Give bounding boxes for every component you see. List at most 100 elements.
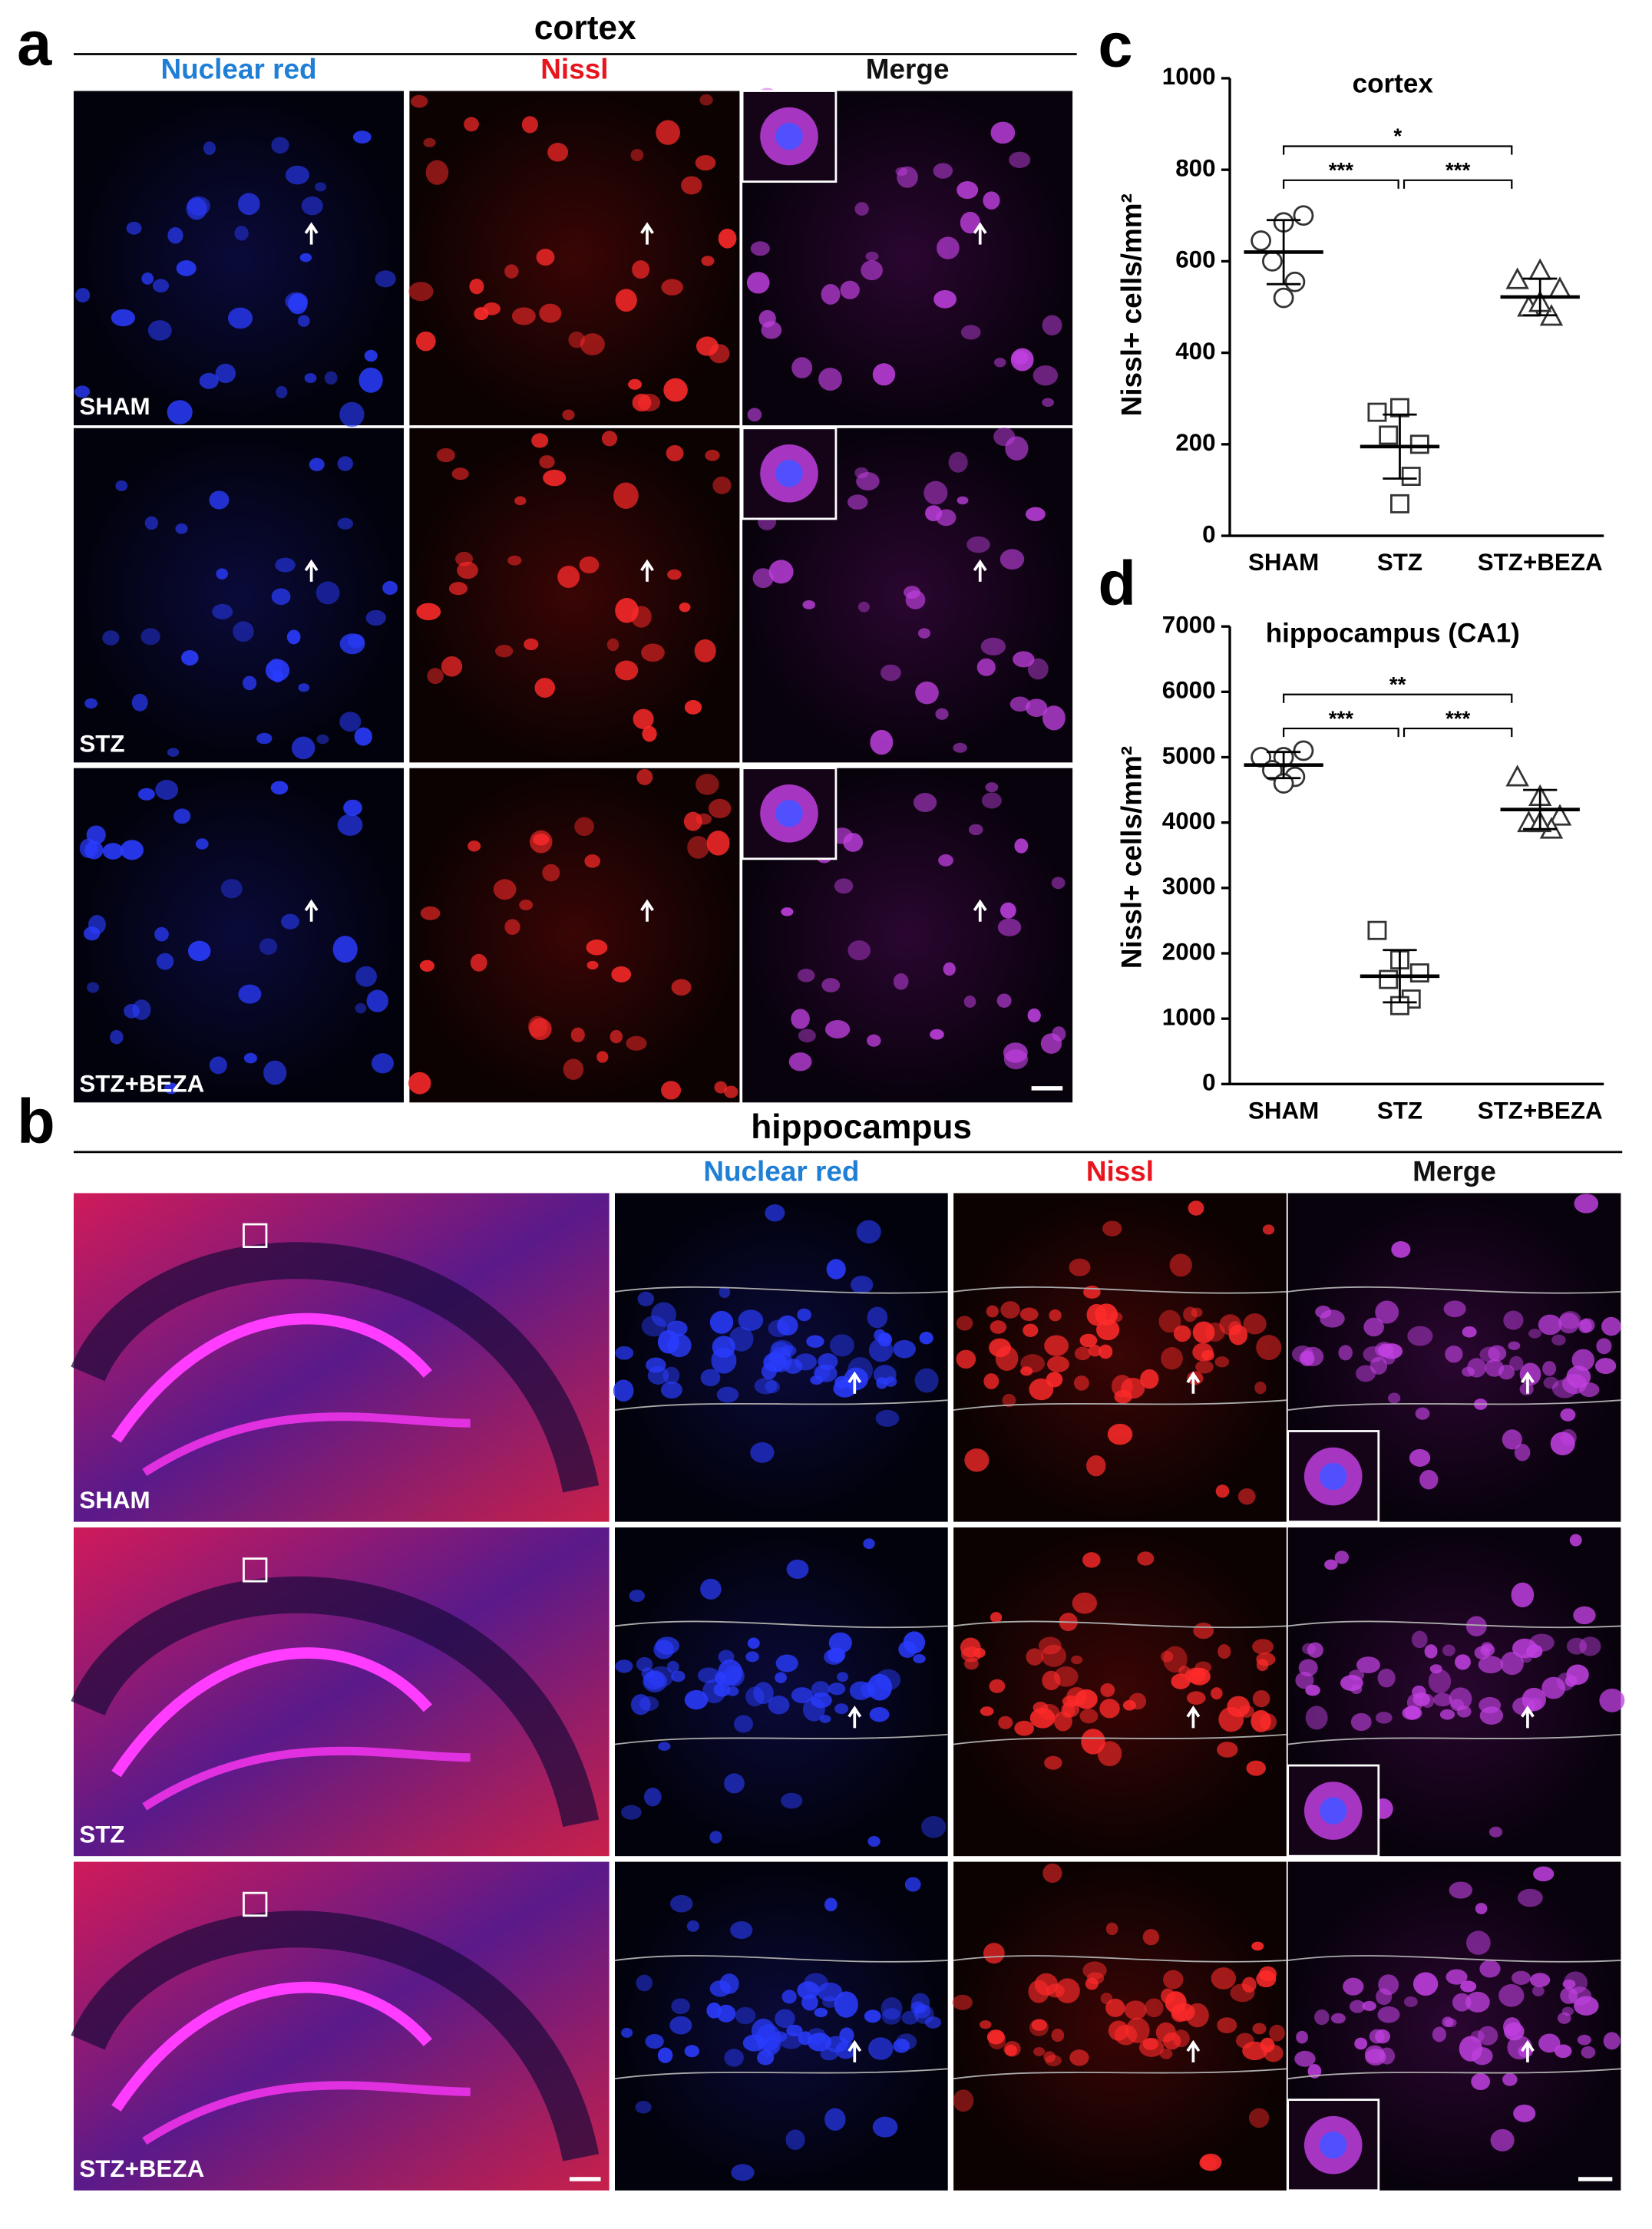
cell — [1445, 1345, 1463, 1363]
cell — [1262, 1224, 1275, 1235]
cell — [365, 609, 386, 626]
cell — [733, 1715, 754, 1733]
cell — [1558, 1313, 1580, 1334]
cell — [983, 1943, 1005, 1964]
hippocampus-shape — [71, 1242, 600, 1493]
cell — [1465, 1616, 1487, 1636]
cell — [914, 1368, 939, 1393]
cell — [761, 1363, 777, 1380]
cell — [712, 476, 732, 494]
cell — [1511, 1582, 1535, 1608]
cell — [1415, 1407, 1430, 1420]
cell — [641, 643, 665, 662]
cell — [1002, 1393, 1016, 1408]
cell — [1191, 1307, 1203, 1318]
cell — [355, 966, 377, 987]
cell — [960, 211, 980, 234]
cell — [1069, 2049, 1089, 2066]
y-tick-label: 2000 — [1162, 938, 1216, 965]
cell — [75, 288, 91, 303]
cell — [1145, 1998, 1164, 2018]
cell — [1538, 1314, 1562, 1336]
cell — [1169, 1253, 1192, 1277]
cell — [810, 1375, 824, 1385]
cell — [1579, 1636, 1601, 1656]
cell — [586, 939, 608, 956]
cell — [615, 289, 637, 312]
cell — [276, 385, 288, 398]
cell — [775, 1654, 798, 1673]
cell — [147, 320, 172, 341]
arrow — [1186, 2039, 1201, 2062]
data-point — [1367, 402, 1387, 422]
cell — [810, 1692, 832, 1709]
cell — [1071, 1655, 1083, 1665]
overview-micrograph — [71, 1193, 610, 1522]
y-tick-label: 0 — [1202, 520, 1215, 547]
cell — [1161, 1347, 1183, 1370]
cell — [1099, 1699, 1120, 1719]
cell — [1075, 1689, 1098, 1709]
cell — [798, 1029, 816, 1043]
cell — [1538, 2033, 1561, 2053]
layer-outline — [1287, 1733, 1621, 1745]
micrograph-bg — [73, 428, 405, 763]
dentate-gyrus — [111, 1313, 432, 1443]
cell — [131, 693, 148, 712]
cell — [615, 1346, 634, 1360]
cell — [111, 309, 136, 327]
cell — [1023, 1323, 1039, 1337]
cell — [1444, 2018, 1457, 2028]
cell — [1014, 1720, 1035, 1736]
cell — [646, 1357, 666, 1373]
cell — [126, 221, 142, 235]
data-point — [1293, 740, 1314, 761]
inset-nucleus — [775, 460, 803, 487]
cell — [663, 378, 688, 402]
cell — [905, 590, 926, 609]
cell — [633, 708, 654, 729]
cell — [628, 378, 643, 390]
cell — [1356, 1365, 1376, 1382]
cell — [1163, 1970, 1184, 1990]
cell — [234, 226, 249, 241]
cell — [834, 1991, 858, 2018]
significance-label: * — [1393, 124, 1402, 148]
cell — [667, 569, 682, 580]
dentate-gyrus — [111, 1647, 432, 1778]
cell — [1375, 1300, 1399, 1324]
cell — [695, 774, 719, 795]
cell — [1301, 1346, 1324, 1367]
cell — [653, 1640, 674, 1659]
cell — [684, 1689, 709, 1710]
cell — [1269, 2024, 1285, 2042]
cell — [238, 984, 262, 1004]
cell — [1467, 1358, 1486, 1378]
cell — [1051, 877, 1066, 890]
row-label: SHAM — [79, 393, 150, 420]
cell — [613, 1379, 634, 1402]
cell — [1377, 1668, 1396, 1688]
cell — [154, 926, 169, 942]
cell — [419, 959, 434, 973]
cell — [990, 1612, 1003, 1623]
cell — [828, 1682, 846, 1696]
cell — [297, 315, 310, 327]
significance-label: *** — [1446, 158, 1471, 182]
cell — [285, 165, 309, 185]
cell — [752, 568, 774, 589]
cell — [354, 727, 372, 746]
cell — [621, 2027, 633, 2038]
cell — [451, 467, 469, 480]
cell — [1072, 1592, 1098, 1614]
data-point — [1293, 205, 1314, 226]
cell — [1349, 1999, 1366, 2013]
cell — [867, 1836, 881, 1847]
cell — [375, 270, 396, 288]
x-tick-label: STZ+BEZA — [1478, 549, 1603, 576]
cell — [1479, 1960, 1501, 1978]
cell — [181, 650, 199, 665]
micrograph — [952, 1861, 1287, 2191]
cell — [84, 840, 104, 860]
chart-title: hippocampus (CA1) — [1266, 619, 1520, 649]
